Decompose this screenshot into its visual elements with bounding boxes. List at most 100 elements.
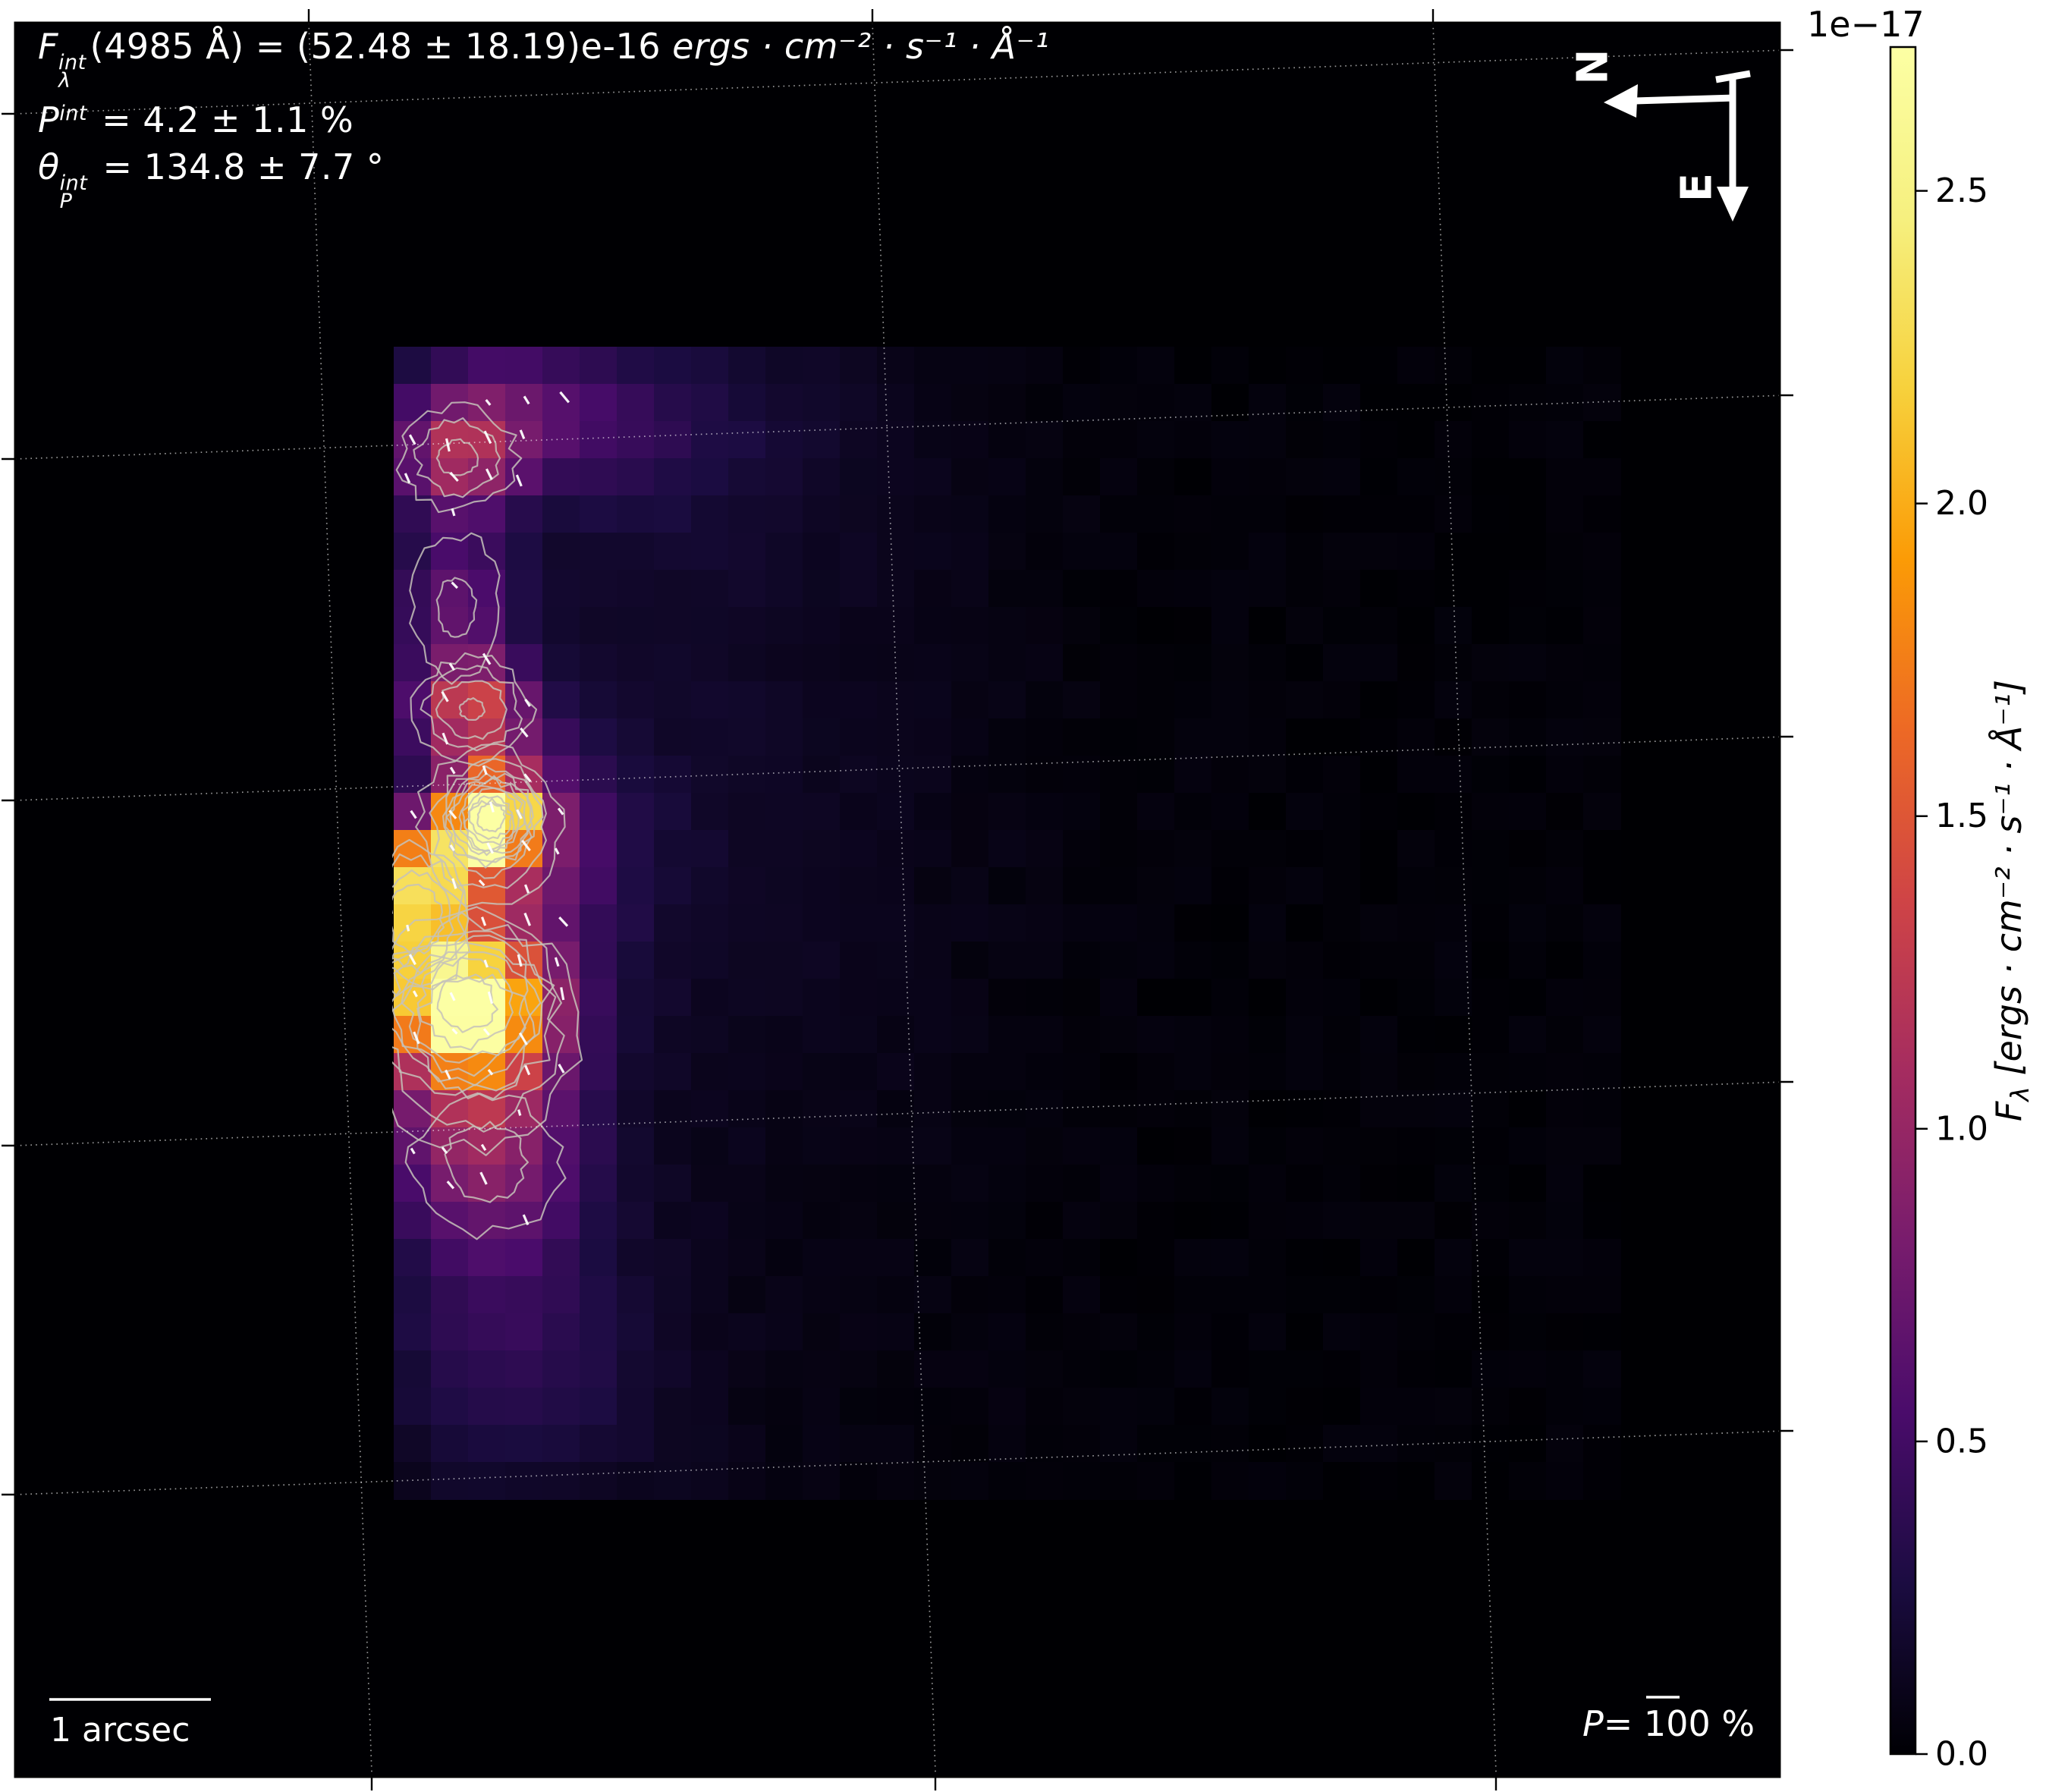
spaxel xyxy=(1360,1016,1398,1054)
spaxel xyxy=(1360,793,1398,831)
spaxel xyxy=(803,1165,841,1203)
polarization-vector xyxy=(410,1147,416,1155)
spaxel xyxy=(1509,942,1547,979)
spaxel xyxy=(1286,607,1324,645)
spaxel xyxy=(988,681,1026,719)
spaxel xyxy=(1583,1350,1621,1388)
flux-symbol: F xyxy=(38,26,58,67)
polarization-vector xyxy=(559,391,570,404)
spaxel xyxy=(1397,421,1435,459)
spaxel xyxy=(1397,756,1435,794)
spaxel xyxy=(654,904,692,942)
grid-line-horizontal xyxy=(14,395,1780,460)
spaxel xyxy=(1509,1165,1547,1203)
spaxel xyxy=(617,421,655,459)
spaxel xyxy=(914,1276,952,1314)
spaxel xyxy=(1546,1350,1584,1388)
theta-subscript: P xyxy=(59,190,73,213)
spaxel xyxy=(1286,681,1324,719)
spaxel xyxy=(1286,421,1324,459)
spaxel xyxy=(542,533,580,571)
spaxel xyxy=(951,867,989,905)
spaxel xyxy=(803,1127,841,1165)
spaxel xyxy=(505,1313,543,1351)
spaxel xyxy=(1249,1462,1287,1500)
spaxel xyxy=(877,495,915,533)
spaxel xyxy=(988,867,1026,905)
spaxel xyxy=(803,607,841,645)
spaxel xyxy=(654,1350,692,1388)
spaxel xyxy=(1137,1016,1175,1054)
spaxel xyxy=(1546,793,1584,831)
spaxel xyxy=(1583,458,1621,496)
spaxel xyxy=(1509,458,1547,496)
spaxel xyxy=(1026,347,1064,385)
spaxel xyxy=(1360,1388,1398,1426)
spaxel xyxy=(840,756,878,794)
spaxel xyxy=(728,1239,766,1277)
spaxel xyxy=(951,458,989,496)
spaxel xyxy=(468,1462,506,1500)
spaxel xyxy=(1211,607,1249,645)
spaxel xyxy=(1174,756,1212,794)
spaxel xyxy=(654,1388,692,1426)
spaxel xyxy=(728,421,766,459)
colorbar-ticks: 0.0 0.5 1.0 1.5 2.0 2.5 xyxy=(1915,171,1988,1774)
spaxel xyxy=(951,1425,989,1463)
spaxel xyxy=(1249,942,1287,979)
spaxel xyxy=(1249,1388,1287,1426)
spaxel xyxy=(1546,458,1584,496)
spaxel xyxy=(468,1016,506,1054)
spaxel xyxy=(1063,718,1101,756)
spaxel xyxy=(1211,793,1249,831)
spaxel xyxy=(617,904,655,942)
spaxel xyxy=(1026,1462,1064,1500)
polarization-vector xyxy=(448,662,455,671)
spaxel xyxy=(1472,718,1510,756)
spaxel xyxy=(803,1350,841,1388)
spaxel xyxy=(617,942,655,979)
spaxel xyxy=(1100,644,1138,682)
spaxel xyxy=(877,1239,915,1277)
spaxel xyxy=(505,718,543,756)
spaxel xyxy=(1397,1165,1435,1203)
spaxel xyxy=(951,793,989,831)
spaxel xyxy=(505,1165,543,1203)
spaxel xyxy=(1583,756,1621,794)
spaxel xyxy=(1546,830,1584,868)
spaxel xyxy=(803,1425,841,1463)
spaxel xyxy=(1026,1425,1064,1463)
spaxel xyxy=(1026,1053,1064,1091)
spaxel xyxy=(840,942,878,979)
flux-value: (4985 Å) = (52.48 ± 18.19)e-16 xyxy=(90,26,673,67)
spaxel xyxy=(580,1276,618,1314)
contour-ring xyxy=(413,417,501,498)
spaxel xyxy=(691,384,729,422)
spaxel xyxy=(1286,644,1324,682)
spaxel xyxy=(1509,1313,1547,1351)
compass: N E xyxy=(1569,49,1751,222)
spaxel xyxy=(1100,979,1138,1017)
spaxel xyxy=(1100,1016,1138,1054)
spaxel xyxy=(877,1350,915,1388)
spaxel xyxy=(580,718,618,756)
spaxel xyxy=(1509,718,1547,756)
spaxel xyxy=(988,347,1026,385)
spaxel xyxy=(1026,867,1064,905)
spaxel xyxy=(877,1165,915,1203)
spaxel xyxy=(1063,495,1101,533)
spaxel xyxy=(1063,1202,1101,1240)
spaxel xyxy=(1100,904,1138,942)
spaxel xyxy=(803,830,841,868)
spaxel xyxy=(505,1350,543,1388)
spaxel xyxy=(914,1425,952,1463)
spaxel xyxy=(394,718,432,756)
spaxel xyxy=(1286,384,1324,422)
spaxel xyxy=(765,384,803,422)
spaxel xyxy=(1546,1165,1584,1203)
polarization-vector xyxy=(404,473,411,484)
spaxel xyxy=(988,1388,1026,1426)
spaxel xyxy=(1360,533,1398,571)
spaxel xyxy=(1509,384,1547,422)
spaxel xyxy=(1397,458,1435,496)
